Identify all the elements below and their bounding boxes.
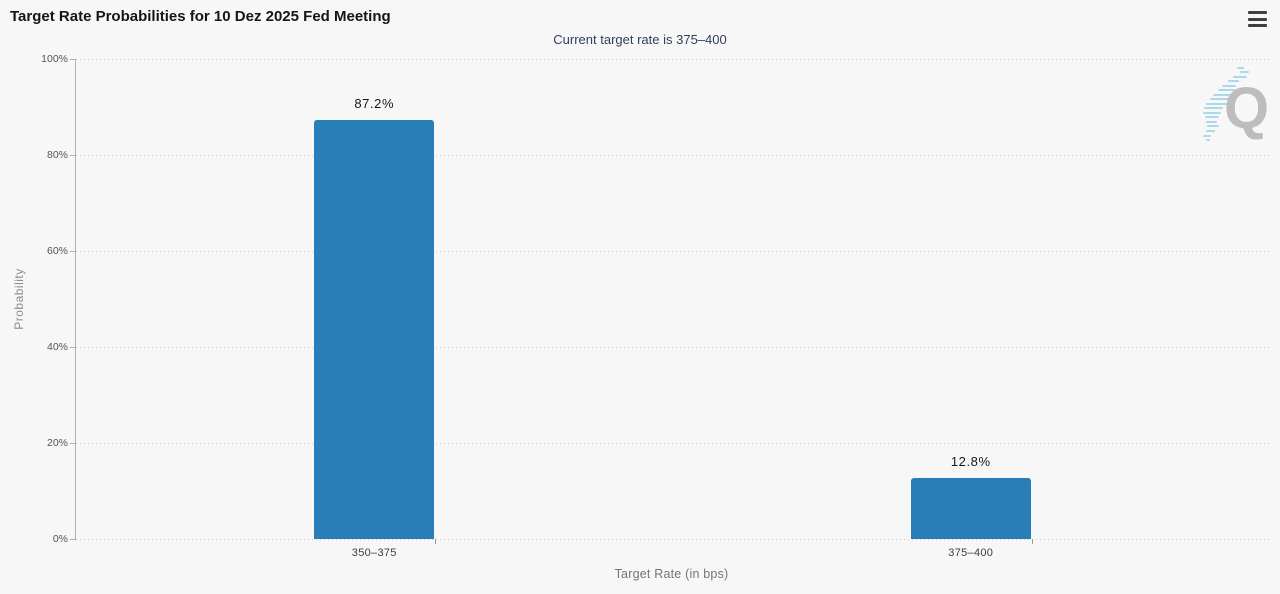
x-axis-title: Target Rate (in bps) bbox=[614, 567, 729, 581]
hamburger-menu-icon[interactable] bbox=[1248, 11, 1267, 27]
y-tick-label: 40% bbox=[46, 341, 68, 353]
chart-subtitle: Current target rate is 375–400 bbox=[553, 32, 727, 47]
y-axis-tick bbox=[70, 347, 76, 348]
gridline-40 bbox=[76, 347, 1269, 348]
gridline-20 bbox=[76, 443, 1269, 444]
bar-375–400[interactable] bbox=[910, 477, 1031, 539]
x-category-label: 375–400 bbox=[948, 547, 994, 559]
y-axis-tick bbox=[70, 59, 76, 60]
x-axis-tick bbox=[1031, 539, 1033, 544]
y-tick-label: 80% bbox=[46, 149, 68, 161]
y-axis-tick bbox=[70, 443, 76, 444]
y-tick-label: 100% bbox=[41, 53, 68, 65]
y-axis-tick bbox=[70, 539, 76, 540]
bar-value-label: 12.8% bbox=[950, 453, 991, 469]
chart-title: Target Rate Probabilities for 10 Dez 202… bbox=[10, 8, 391, 25]
gridline-100 bbox=[76, 59, 1269, 60]
q-logo-icon: Q bbox=[1203, 67, 1269, 141]
q-logo-watermark: Q bbox=[1176, 58, 1271, 148]
x-axis-tick bbox=[435, 539, 437, 544]
y-axis-title: Probability bbox=[12, 268, 26, 330]
y-tick-label: 0% bbox=[52, 533, 68, 545]
y-axis-tick bbox=[70, 251, 76, 252]
bar-350–375[interactable] bbox=[314, 120, 435, 539]
plot-area: 0% 20% 40% 60% 80% 100% 87.2% 350–375 12.8% 375–4… bbox=[41, 53, 1269, 559]
y-tick-label: 60% bbox=[46, 245, 68, 257]
hamburger-bar bbox=[1248, 17, 1267, 21]
bar-value-label: 87.2% bbox=[354, 96, 395, 112]
gridline-80 bbox=[76, 155, 1269, 156]
hamburger-bar bbox=[1248, 24, 1267, 27]
gridline-60 bbox=[76, 251, 1269, 252]
y-tick-label: 20% bbox=[46, 437, 68, 449]
hamburger-bar bbox=[1248, 11, 1267, 14]
y-axis-tick bbox=[70, 155, 76, 156]
gridline-0 bbox=[76, 539, 1269, 540]
x-category-label: 350–375 bbox=[351, 547, 397, 559]
q-letter: Q bbox=[1224, 76, 1269, 141]
